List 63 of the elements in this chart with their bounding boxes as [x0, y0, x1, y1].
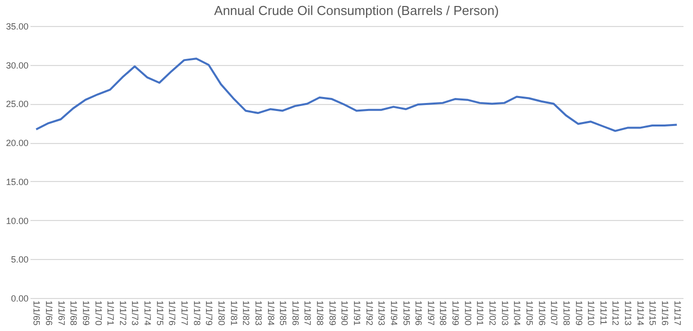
x-tick-label: 1/1/81 [228, 300, 239, 326]
x-tick-label: 1/1/12 [610, 300, 621, 326]
y-tick-label: 5.00 [10, 254, 28, 265]
x-tick-label: 1/1/66 [44, 300, 54, 326]
chart-title: Annual Crude Oil Consumption (Barrels / Person) [214, 3, 499, 18]
x-tick-label: 1/1/68 [68, 300, 79, 326]
x-tick-label: 1/1/78 [192, 300, 202, 326]
y-tick-label: 30.00 [6, 60, 28, 70]
x-tick-label: 1/1/13 [623, 300, 634, 326]
x-tick-label: 1/1/02 [488, 300, 498, 326]
x-tick-label: 1/1/85 [278, 300, 288, 326]
x-tick-label: 1/1/79 [204, 300, 214, 326]
x-tick-label: 1/1/65 [32, 300, 42, 326]
x-tick-label: 1/1/16 [660, 300, 670, 326]
x-tick-label: 1/1/67 [56, 300, 66, 326]
x-tick-label: 1/1/11 [598, 300, 608, 325]
y-tick-label: 35.00 [6, 22, 28, 32]
x-tick-label: 1/1/04 [512, 300, 522, 326]
x-tick-label: 1/1/00 [462, 300, 473, 326]
x-tick-label: 1/1/07 [549, 300, 560, 326]
x-tick-label: 1/1/05 [524, 300, 534, 326]
x-tick-label: 1/1/99 [450, 300, 461, 326]
x-tick-label: 1/1/06 [536, 300, 547, 326]
x-tick-label: 1/1/80 [216, 300, 226, 326]
x-tick-label: 1/1/83 [253, 300, 264, 326]
x-tick-label: 1/1/87 [302, 300, 313, 326]
x-tick-label: 1/1/88 [315, 300, 326, 326]
x-tick-label: 1/1/09 [574, 300, 584, 326]
x-tick-label: 1/1/17 [672, 300, 682, 326]
x-tick-label: 1/1/95 [401, 300, 412, 326]
x-tick-label: 1/1/76 [167, 300, 178, 326]
x-tick-label: 1/1/01 [475, 300, 486, 326]
x-tick-label: 1/1/77 [180, 300, 190, 326]
y-tick-label: 0.00 [10, 294, 28, 304]
line-series [35, 58, 678, 132]
x-tick-label: 1/1/84 [266, 300, 276, 326]
x-tick-label: 1/1/97 [426, 300, 436, 326]
x-tick-label: 1/1/15 [648, 300, 658, 326]
x-tick-label: 1/1/73 [130, 300, 140, 326]
x-tick-label: 1/1/75 [154, 300, 165, 326]
x-tick-label: 1/1/10 [586, 300, 596, 326]
x-tick-label: 1/1/03 [500, 300, 510, 326]
y-tick-label: 25.00 [6, 99, 28, 110]
x-tick-label: 1/1/94 [388, 300, 399, 326]
y-tick-label: 20.00 [6, 138, 28, 148]
x-tick-label: 1/1/74 [142, 300, 153, 326]
y-tick-label: 10.00 [6, 216, 28, 226]
x-tick-label: 1/1/90 [340, 300, 350, 326]
x-tick-label: 1/1/71 [106, 300, 116, 326]
x-tick-label: 1/1/82 [241, 300, 252, 326]
x-tick-label: 1/1/14 [635, 300, 646, 326]
x-tick-label: 1/1/98 [438, 300, 448, 326]
x-tick-label: 1/1/70 [93, 300, 104, 326]
y-tick-label: 15.00 [6, 176, 28, 187]
x-tick-label: 1/1/08 [561, 300, 572, 326]
x-tick-label: 1/1/92 [364, 300, 374, 326]
x-tick-label: 1/1/86 [290, 300, 300, 326]
x-tick-label: 1/1/91 [352, 300, 362, 326]
x-tick-label: 1/1/89 [327, 300, 338, 326]
x-tick-label: 1/1/96 [414, 300, 424, 326]
x-tick-label: 1/1/72 [118, 300, 128, 326]
x-tick-label: 1/1/69 [80, 300, 91, 326]
x-tick-label: 1/1/93 [376, 300, 387, 326]
